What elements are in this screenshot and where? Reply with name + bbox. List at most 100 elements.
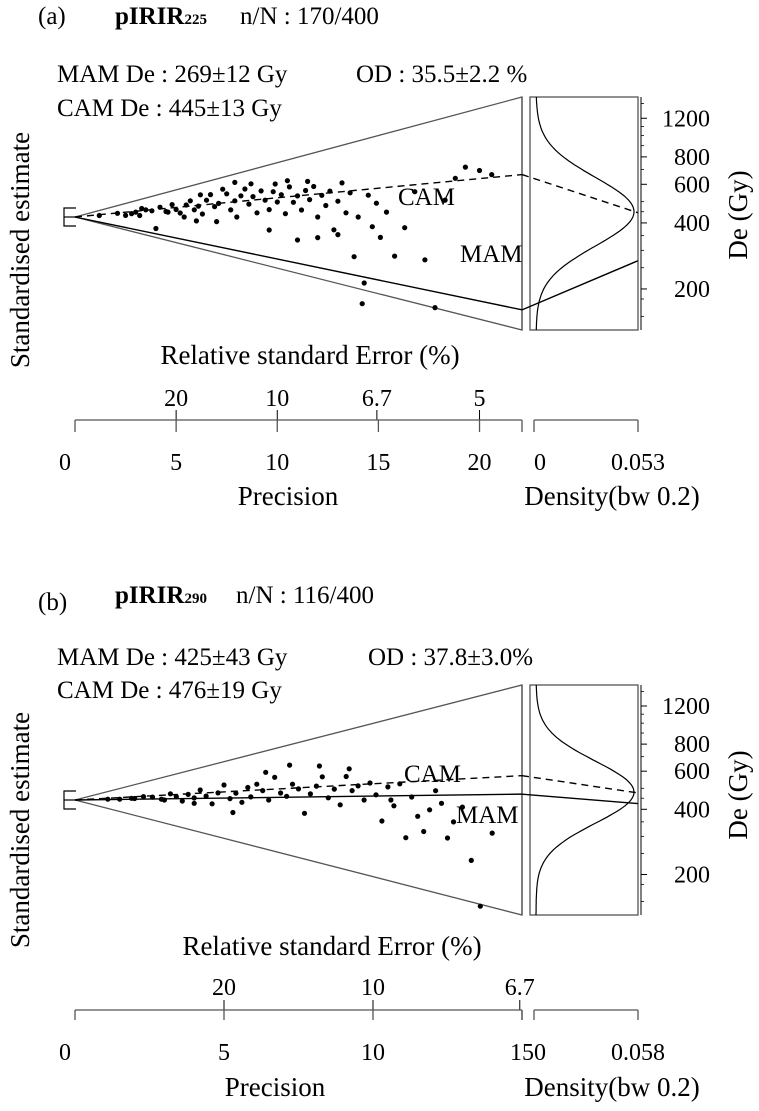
rse-tick-label-b: 6.7	[505, 975, 535, 1001]
mam-line-label-a: MAM	[460, 241, 523, 268]
cam-line-density-a	[521, 173, 639, 214]
data-point-b	[459, 804, 465, 810]
radial-triangle-b	[74, 684, 523, 916]
data-point-a	[315, 235, 321, 241]
data-point-b	[245, 784, 251, 791]
data-point-b	[361, 797, 367, 803]
data-point-a	[232, 179, 238, 185]
data-point-a	[307, 197, 313, 203]
data-point-b	[427, 807, 433, 813]
data-point-a	[303, 187, 309, 194]
data-point-b	[415, 813, 421, 819]
data-point-b	[421, 828, 427, 835]
x-tick-label-b: 5	[218, 1040, 230, 1066]
data-point-a	[331, 227, 337, 233]
data-point-a	[157, 204, 163, 210]
panel-label-b: (b)	[38, 589, 67, 616]
panel-b: (b) pIRIR290 n/N : 116/400 MAM De : 425±…	[5, 582, 753, 1102]
rse-tick-label-b: 10	[361, 975, 385, 1001]
cam-annotation-b: CAM De : 476±19 Gy	[57, 677, 282, 704]
data-point-a	[266, 227, 272, 233]
density-tick-label-b: 0	[534, 1040, 546, 1066]
right-tick-label-b: 1200	[662, 694, 710, 720]
rse-tick-label-a: 20	[164, 386, 188, 412]
data-point-a	[133, 209, 139, 215]
data-point-a	[294, 237, 301, 243]
y-axis-label-b: Standardised estimate	[5, 712, 35, 948]
data-point-a	[250, 194, 256, 200]
mam-annotation-b: MAM De : 425±43 Gy	[57, 644, 288, 671]
data-point-b	[254, 781, 260, 787]
data-point-a	[123, 212, 129, 218]
data-point-b	[444, 835, 451, 841]
density-box-a	[529, 96, 639, 331]
data-point-a	[369, 224, 375, 230]
data-point-a	[214, 219, 220, 225]
x-axis-label-b: Precision	[225, 1072, 326, 1102]
data-point-b	[284, 793, 290, 799]
data-point-a	[290, 199, 296, 205]
data-point-b	[477, 903, 483, 909]
data-point-b	[450, 819, 457, 825]
data-point-b	[230, 809, 236, 816]
data-point-a	[305, 178, 311, 184]
count-text-b: n/N : 116/400	[236, 582, 374, 609]
x-tick-label-a: 0	[59, 450, 71, 476]
data-point-b	[373, 792, 379, 798]
data-point-b	[272, 774, 278, 780]
data-point-b	[149, 794, 156, 800]
density-label-b: Density(bw 0.2)	[524, 1072, 699, 1102]
data-point-a	[248, 181, 254, 187]
data-point-a	[351, 254, 357, 260]
data-point-b	[203, 793, 209, 799]
data-point-a	[266, 207, 272, 213]
sample-subscript-b: 290	[184, 591, 207, 607]
data-point-b	[260, 788, 266, 794]
data-point-a	[238, 193, 244, 199]
data-point-b	[278, 790, 284, 796]
data-point-a	[234, 214, 240, 220]
x-tick-label-a: 20	[468, 450, 492, 476]
x-axis-label-a: Precision	[238, 481, 339, 511]
data-point-b	[316, 763, 322, 769]
data-point-b	[331, 786, 337, 792]
data-point-a	[137, 212, 143, 219]
data-point-a	[365, 192, 371, 198]
right-tick-label-b: 600	[674, 759, 710, 785]
data-point-a	[224, 191, 230, 197]
data-point-b	[307, 791, 313, 797]
data-point-a	[335, 198, 341, 204]
x-tick-label-a: 5	[170, 450, 182, 476]
data-point-a	[220, 186, 226, 192]
x-tick-label-a: 15	[366, 450, 390, 476]
data-point-a	[149, 208, 155, 214]
right-tick-label-b: 800	[674, 732, 710, 758]
data-point-b	[433, 788, 439, 794]
data-point-a	[262, 197, 268, 203]
data-point-b	[167, 791, 173, 797]
data-point-b	[325, 795, 331, 801]
data-point-b	[468, 857, 474, 864]
data-point-a	[258, 188, 264, 194]
data-point-b	[117, 796, 123, 802]
data-point-a	[129, 211, 135, 217]
data-point-b	[248, 794, 254, 800]
data-point-a	[195, 203, 201, 209]
data-point-b	[403, 835, 409, 841]
data-point-a	[114, 210, 121, 216]
data-point-b	[233, 790, 239, 796]
x-tick-label-a: 10	[265, 450, 289, 476]
data-point-b	[287, 762, 293, 768]
data-point-b	[391, 803, 397, 809]
data-point-b	[191, 800, 197, 806]
mam-line-density-b	[521, 793, 639, 805]
data-point-a	[359, 301, 365, 307]
right-axis-label-b: De (Gy)	[723, 750, 753, 839]
x-tick-label-b: 0	[59, 1040, 71, 1066]
data-point-a	[165, 209, 171, 215]
sample-name-a: pIRIR225	[115, 3, 207, 30]
data-point-b	[197, 787, 203, 793]
od-annotation-a: OD : 35.5±2.2 %	[356, 61, 527, 88]
mam-line-a	[74, 216, 523, 311]
